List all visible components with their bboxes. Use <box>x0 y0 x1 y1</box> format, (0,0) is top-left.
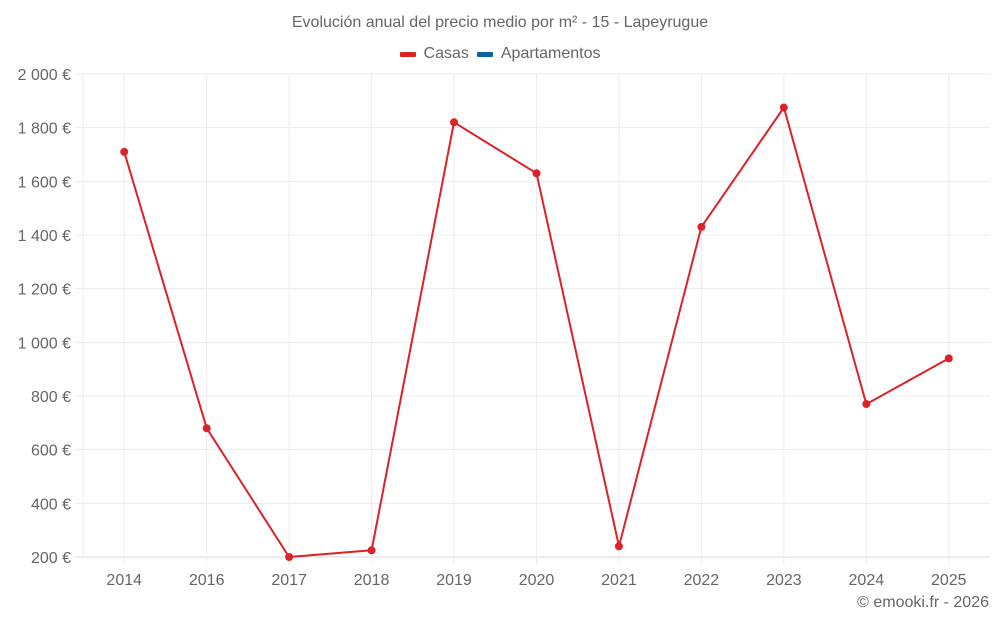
x-tick-label: 2016 <box>189 572 225 589</box>
legend-item-casas[interactable]: Casas <box>399 45 469 63</box>
x-tick-label: 2014 <box>106 572 142 589</box>
legend-item-apartamentos[interactable]: Apartamentos <box>476 45 601 63</box>
data-point[interactable] <box>614 542 623 551</box>
data-point[interactable] <box>944 354 953 363</box>
chart-title: Evolución anual del precio medio por m² … <box>291 14 709 31</box>
y-tick-label: 600 € <box>31 443 71 460</box>
x-tick-label: 2019 <box>436 572 472 589</box>
data-point[interactable] <box>120 147 129 156</box>
y-tick-label: 400 € <box>31 496 71 513</box>
copyright-footer: © emooki.fr - 2026 <box>857 594 989 611</box>
data-point[interactable] <box>697 222 706 231</box>
x-tick-label: 2021 <box>601 572 637 589</box>
y-tick-label: 200 € <box>31 550 71 567</box>
x-tick-label: 2022 <box>684 572 720 589</box>
y-tick-label: 1 000 € <box>18 335 71 352</box>
x-axis: 2014 2016 2017 2018 2019 2020 2021 2022 2023 2024… <box>106 572 966 589</box>
x-tick-label: 2020 <box>519 572 555 589</box>
y-axis: 200 € 400 € 600 € 800 € 1 000 € 1 200 € 1 400 … <box>18 67 71 567</box>
data-point[interactable] <box>202 424 211 433</box>
y-tick-label: 1 800 € <box>18 121 71 138</box>
x-tick-label: 2023 <box>766 572 802 589</box>
chart-legend: Casas Apartamentos <box>0 45 1000 63</box>
y-tick-label: 1 400 € <box>18 228 71 245</box>
data-point[interactable] <box>285 553 294 561</box>
legend-swatch-casas <box>399 51 416 57</box>
y-tick-label: 2 000 € <box>18 67 71 84</box>
x-tick-label: 2017 <box>271 572 307 589</box>
grid-lines <box>75 73 990 565</box>
legend-swatch-apartamentos <box>476 51 493 57</box>
series-casas <box>120 103 953 561</box>
x-tick-label: 2025 <box>931 572 967 589</box>
legend-label-apartamentos: Apartamentos <box>500 45 601 62</box>
data-point[interactable] <box>450 118 459 127</box>
x-tick-label: 2024 <box>849 572 885 589</box>
x-tick-label: 2018 <box>354 572 390 589</box>
legend-label-casas: Casas <box>423 45 469 62</box>
y-tick-label: 800 € <box>31 389 71 406</box>
data-point[interactable] <box>367 546 376 555</box>
y-tick-label: 1 200 € <box>18 282 71 299</box>
data-point[interactable] <box>532 169 541 178</box>
data-point[interactable] <box>862 400 871 409</box>
y-tick-label: 1 600 € <box>18 174 71 191</box>
data-point[interactable] <box>779 103 788 112</box>
